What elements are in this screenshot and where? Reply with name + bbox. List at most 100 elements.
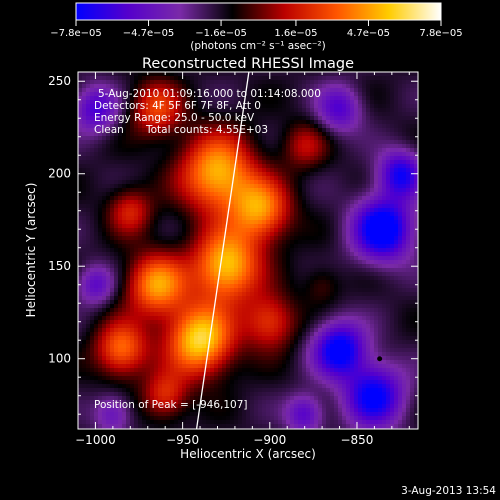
heatmap-cell <box>162 112 167 117</box>
heatmap-cell <box>330 136 335 141</box>
heatmap-cell <box>258 180 263 185</box>
heatmap-cell <box>238 80 243 85</box>
heatmap-cell <box>78 280 83 285</box>
heatmap-cell <box>162 84 167 89</box>
heatmap-cell <box>298 144 303 149</box>
heatmap-cell <box>178 124 183 129</box>
heatmap-cell <box>194 104 199 109</box>
heatmap-cell <box>178 200 183 205</box>
heatmap-cell <box>346 228 351 233</box>
heatmap-cell <box>390 168 395 173</box>
heatmap-cell <box>338 260 343 265</box>
heatmap-cell <box>246 192 251 197</box>
heatmap-cell <box>122 168 127 173</box>
heatmap-cell <box>214 280 219 285</box>
heatmap-cell <box>362 84 367 89</box>
heatmap-cell <box>254 180 259 185</box>
heatmap-cell <box>190 212 195 217</box>
heatmap-cell <box>346 160 351 165</box>
heatmap-cell <box>94 200 99 205</box>
heatmap-cell <box>194 204 199 209</box>
heatmap-cell <box>170 188 175 193</box>
heatmap-cell <box>330 92 335 97</box>
heatmap-cell <box>310 292 315 297</box>
heatmap-cell <box>118 92 123 97</box>
heatmap-cell <box>178 232 183 237</box>
heatmap-cell <box>158 148 163 153</box>
heatmap-cell <box>390 260 395 265</box>
heatmap-cell <box>386 236 391 241</box>
heatmap-cell <box>402 168 407 173</box>
heatmap-cell <box>130 248 135 253</box>
heatmap-cell <box>354 132 359 137</box>
heatmap-cell <box>262 216 267 221</box>
heatmap-cell <box>282 100 287 105</box>
heatmap-cell <box>78 112 83 117</box>
heatmap-cell <box>158 96 163 101</box>
heatmap-cell <box>82 132 87 137</box>
heatmap-cell <box>94 172 99 177</box>
heatmap-cell <box>138 276 143 281</box>
heatmap-cell <box>330 188 335 193</box>
heatmap-cell <box>130 140 135 145</box>
heatmap-cell <box>126 120 131 125</box>
heatmap-cell <box>382 160 387 165</box>
colorbar-tick-label: 1.6e−05 <box>274 28 317 39</box>
heatmap-cell <box>274 216 279 221</box>
heatmap-cell <box>142 172 147 177</box>
heatmap-cell <box>178 144 183 149</box>
heatmap-cell <box>410 280 415 285</box>
heatmap-cell <box>150 204 155 209</box>
heatmap-cell <box>278 192 283 197</box>
heatmap-cell <box>266 244 271 249</box>
heatmap-cell <box>214 96 219 101</box>
heatmap-cell <box>298 116 303 121</box>
heatmap-cell <box>94 144 99 149</box>
heatmap-cell <box>266 264 271 269</box>
heatmap-cell <box>90 148 95 153</box>
heatmap-cell <box>142 216 147 221</box>
heatmap-cell <box>214 196 219 201</box>
heatmap-cell <box>94 204 99 209</box>
heatmap-cell <box>342 236 347 241</box>
heatmap-cell <box>350 244 355 249</box>
heatmap-cell <box>202 260 207 265</box>
heatmap-cell <box>354 72 359 77</box>
heatmap-cell <box>98 288 103 293</box>
heatmap-cell <box>170 72 175 77</box>
heatmap-cell <box>322 152 327 157</box>
heatmap-cell <box>270 256 275 261</box>
heatmap-cell <box>310 112 315 117</box>
heatmap-cell <box>210 96 215 101</box>
heatmap-cell <box>410 256 415 261</box>
heatmap-cell <box>134 88 139 93</box>
heatmap-cell <box>370 260 375 265</box>
heatmap-cell <box>326 196 331 201</box>
heatmap-cell <box>114 228 119 233</box>
heatmap-cell <box>230 132 235 137</box>
heatmap-cell <box>106 152 111 157</box>
heatmap-cell <box>102 72 107 77</box>
heatmap-cell <box>354 212 359 217</box>
heatmap-cell <box>98 208 103 213</box>
heatmap-cell <box>82 288 87 293</box>
heatmap-cell <box>318 200 323 205</box>
heatmap-cell <box>326 224 331 229</box>
heatmap-cell <box>126 288 131 293</box>
heatmap-cell <box>358 272 363 277</box>
heatmap-cell <box>390 80 395 85</box>
heatmap-cell <box>398 128 403 133</box>
heatmap-cell <box>334 232 339 237</box>
heatmap-cell <box>226 268 231 273</box>
heatmap-cell <box>402 300 407 305</box>
heatmap-cell <box>318 296 323 301</box>
heatmap-cell <box>158 128 163 133</box>
heatmap-cell <box>338 88 343 93</box>
heatmap-cell <box>106 124 111 129</box>
heatmap-cell <box>138 300 143 305</box>
heatmap-cell <box>254 280 259 285</box>
heatmap-cell <box>246 220 251 225</box>
heatmap-cell <box>198 260 203 265</box>
heatmap-cell <box>386 104 391 109</box>
heatmap-cell <box>246 276 251 281</box>
